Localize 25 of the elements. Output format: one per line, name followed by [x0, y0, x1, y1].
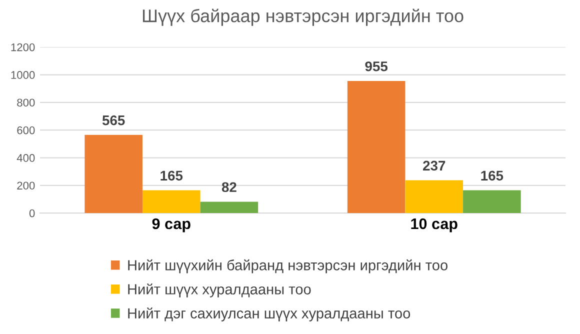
bar: [84, 134, 142, 214]
legend-label: Нийт шүүхийн байранд нэвтэрсэн иргэдийн тоо: [128, 259, 448, 274]
data-label: 82: [222, 182, 236, 192]
chart-title: Шүүх байраар нэвтэрсэн иргэдийн тоо: [142, 8, 464, 26]
legend-label: Нийт дэг сахиулсан шүүх хуралдааны тоо: [128, 308, 410, 322]
data-label: 565: [102, 115, 125, 126]
data-label: 165: [481, 170, 504, 181]
bar: [142, 190, 200, 214]
y-tick-label: 400: [16, 154, 35, 162]
bar: [347, 80, 406, 214]
bar: [405, 180, 464, 214]
x-tick-label: 9 сар: [152, 218, 190, 232]
y-tick-label: 800: [17, 98, 35, 107]
y-tick-label: 1000: [11, 71, 35, 79]
bar: [200, 202, 258, 214]
data-label: 955: [365, 61, 388, 72]
y-tick-label: 1200: [11, 43, 35, 52]
data-label: 237: [423, 160, 446, 171]
legend-label: Нийт шүүх хуралдааны тоо: [128, 283, 311, 298]
y-tick-label: 600: [17, 126, 35, 134]
data-label: 165: [160, 170, 183, 181]
y-tick-label: 0: [29, 209, 35, 218]
y-tick-label: 200: [17, 182, 35, 190]
x-tick-label: 10 сар: [411, 218, 458, 232]
bar: [463, 190, 521, 214]
